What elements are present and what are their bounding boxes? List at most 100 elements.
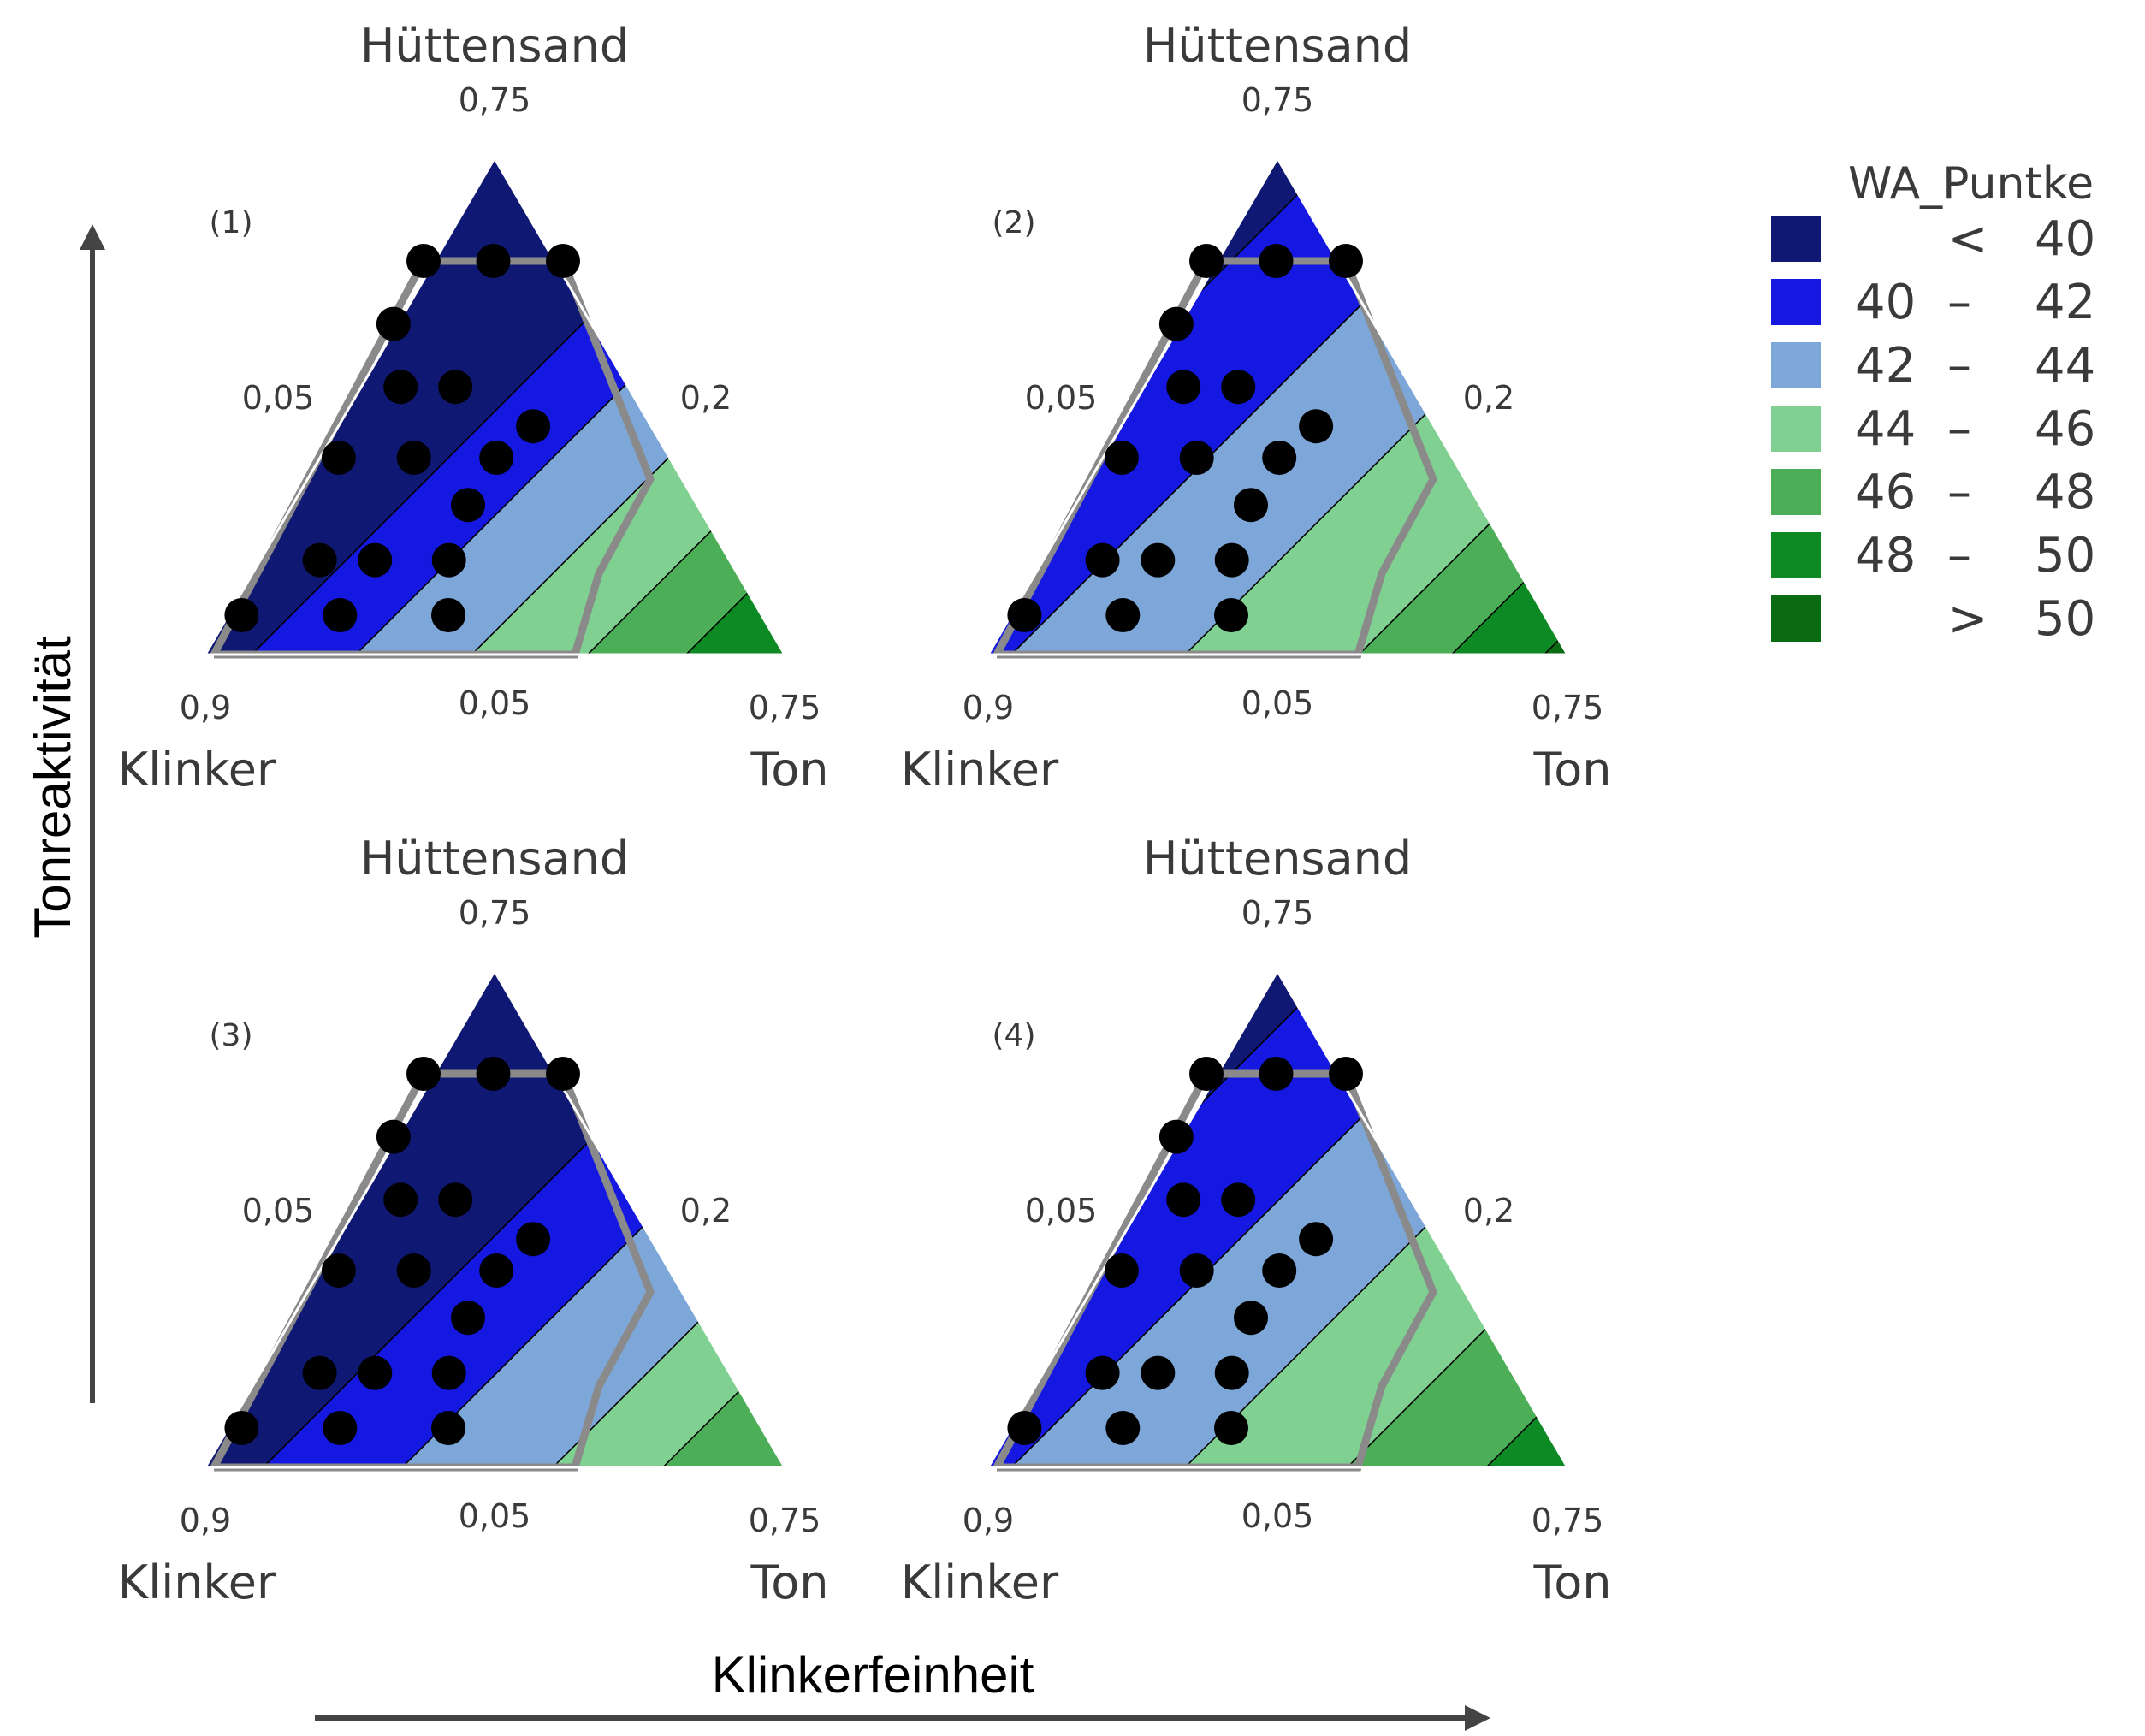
legend-op: < — [1948, 211, 1988, 267]
legend-high: 48 — [2035, 465, 2095, 520]
design-point — [1299, 409, 1334, 444]
design-point — [438, 1182, 473, 1218]
design-point — [479, 441, 514, 475]
design-point — [479, 1253, 514, 1288]
design-point — [1262, 1253, 1297, 1288]
design-point — [1104, 441, 1139, 475]
design-point — [1141, 542, 1176, 578]
legend-swatch — [1771, 532, 1821, 578]
design-point — [1166, 370, 1201, 405]
design-point — [358, 542, 393, 578]
design-point — [431, 598, 465, 632]
legend-high: 42 — [2035, 275, 2095, 330]
legend-swatch — [1771, 595, 1821, 642]
triangle-outline — [986, 156, 1570, 656]
legend-item: 44– 46 — [1771, 401, 2095, 457]
tick-top: 0,75 — [459, 81, 531, 119]
vertex-label-right: Ton — [1532, 1555, 1611, 1609]
tick-bottom-right: 0,75 — [1532, 689, 1604, 726]
ternary-panel-3: Hüttensand 0,75 (3) 0,05 0,2 0,9 0,05 0,75 Klink… — [118, 832, 829, 1609]
tick-bottom-left: 0,9 — [963, 1502, 1014, 1539]
design-point — [383, 1182, 418, 1218]
design-point — [406, 244, 441, 278]
tick-top: 0,75 — [1241, 81, 1314, 119]
design-point — [1141, 1355, 1176, 1390]
vertex-label-right: Ton — [750, 1555, 828, 1609]
design-point — [383, 370, 418, 405]
design-point — [376, 306, 411, 341]
legend-swatch — [1771, 342, 1821, 388]
legend-high: 44 — [2035, 338, 2095, 394]
tick-bottom-mid: 0,05 — [459, 1497, 531, 1535]
legend-dash: – — [1947, 401, 1971, 457]
design-point — [1189, 244, 1224, 278]
tick-top: 0,75 — [1241, 894, 1314, 932]
design-point — [1221, 1182, 1256, 1218]
design-point — [476, 244, 511, 278]
ternary-panel-4: Hüttensand 0,75 (4) 0,05 0,2 0,9 0,05 0,75 Klink… — [901, 832, 1612, 1609]
tick-left-side: 0,05 — [1025, 379, 1098, 417]
triangle-outline — [203, 969, 787, 1469]
legend-low: 42 — [1855, 338, 1916, 394]
panel-label: (2) — [993, 205, 1036, 240]
design-point — [1234, 1301, 1268, 1336]
design-point — [431, 1355, 466, 1390]
legend-low: 48 — [1855, 528, 1916, 584]
design-point — [1221, 370, 1256, 405]
tick-bottom-right: 0,75 — [749, 1502, 821, 1539]
design-point — [1104, 1253, 1139, 1288]
design-point — [302, 542, 337, 578]
design-point — [1007, 1411, 1042, 1445]
tick-bottom-right: 0,75 — [749, 689, 821, 726]
design-point — [431, 1411, 465, 1445]
legend-dash: – — [1947, 338, 1971, 394]
vertex-label-left: Klinker — [901, 743, 1059, 797]
design-point — [1189, 1057, 1224, 1091]
design-point — [1105, 1411, 1141, 1445]
vertex-label-top: Hüttensand — [1143, 832, 1412, 886]
triangle-outline — [986, 969, 1570, 1469]
legend-item: >50 — [1771, 591, 2095, 647]
tick-right-side: 0,2 — [1463, 1192, 1514, 1229]
design-point — [1105, 598, 1141, 632]
design-point — [476, 1057, 511, 1091]
design-point — [1085, 1355, 1120, 1390]
tick-left-side: 0,05 — [1025, 1192, 1098, 1229]
ternary-panels: Hüttensand 0,75 (1) 0,05 0,2 0,9 0,05 0,75 Klink… — [118, 19, 1612, 1609]
panel-label: (4) — [993, 1018, 1036, 1053]
design-point — [1085, 542, 1120, 578]
design-point — [323, 598, 358, 632]
vertex-label-left: Klinker — [901, 1555, 1059, 1609]
design-point — [323, 1411, 358, 1445]
legend-dash: – — [1947, 528, 1971, 584]
legend-high: 40 — [2035, 211, 2095, 267]
legend-title: WA_Puntke — [1848, 158, 2094, 210]
design-point — [302, 1355, 337, 1390]
legend-high: 50 — [2035, 591, 2095, 647]
ternary-panel-1: Hüttensand 0,75 (1) 0,05 0,2 0,9 0,05 0,75 Klink… — [118, 19, 829, 797]
tick-bottom-mid: 0,05 — [459, 684, 531, 722]
tick-left-side: 0,05 — [242, 379, 315, 417]
tick-bottom-right: 0,75 — [1532, 1502, 1604, 1539]
vertex-label-left: Klinker — [118, 1555, 276, 1609]
design-point — [1329, 1057, 1363, 1091]
legend-low: 40 — [1855, 275, 1916, 330]
legend-low: 44 — [1855, 401, 1916, 457]
legend-swatch — [1771, 279, 1821, 325]
design-point — [431, 542, 466, 578]
design-point — [224, 598, 259, 632]
design-point — [1179, 1253, 1214, 1288]
legend-op: > — [1948, 591, 1988, 647]
design-point — [1166, 1182, 1201, 1218]
design-point — [1259, 244, 1294, 278]
design-point — [1158, 306, 1194, 341]
design-point — [396, 1253, 431, 1288]
legend-item: 42– 44 — [1771, 338, 2095, 394]
y-axis-title: Tonreaktivität — [24, 636, 81, 939]
design-point — [1262, 441, 1297, 475]
tick-bottom-left: 0,9 — [180, 689, 231, 726]
design-point — [376, 1119, 411, 1154]
